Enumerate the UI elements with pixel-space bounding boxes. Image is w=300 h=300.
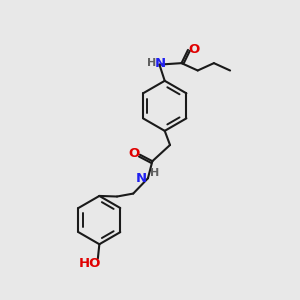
Text: H: H bbox=[150, 168, 159, 178]
Text: N: N bbox=[136, 172, 147, 185]
Text: HO: HO bbox=[79, 257, 101, 270]
Text: H: H bbox=[147, 58, 156, 68]
Text: O: O bbox=[189, 44, 200, 56]
Text: O: O bbox=[128, 147, 139, 160]
Text: N: N bbox=[155, 57, 166, 70]
